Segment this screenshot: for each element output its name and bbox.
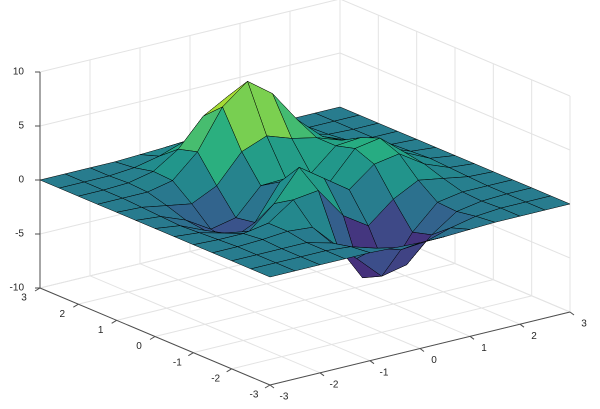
- tick-mark: [226, 368, 232, 373]
- tick-mark: [269, 384, 275, 389]
- x-tick-label: 1: [481, 343, 487, 354]
- tick-mark: [264, 384, 271, 389]
- z-tick-label: -5: [15, 229, 24, 240]
- tick-mark: [519, 323, 525, 328]
- grid-line: [341, 0, 571, 97]
- tick-mark: [419, 348, 425, 352]
- tick-mark: [188, 352, 194, 357]
- tick-mark: [149, 336, 156, 340]
- y-tick-label: 1: [98, 325, 104, 336]
- y-tick-label: -2: [211, 373, 220, 384]
- grid-line: [154, 263, 456, 337]
- y-tick-label: -1: [173, 357, 182, 368]
- tick-mark: [469, 335, 475, 340]
- grid-line: [39, 52, 341, 127]
- z-tick-label: -10: [10, 283, 25, 294]
- grid-line: [231, 295, 532, 370]
- z-tick-label: 5: [18, 121, 24, 132]
- tick-mark: [34, 287, 41, 292]
- grid-line: [339, 52, 571, 151]
- y-tick-label: 2: [60, 309, 66, 320]
- x-tick-label: -1: [380, 367, 389, 378]
- tick-mark: [319, 372, 325, 377]
- tick-mark: [111, 319, 117, 324]
- y-tick-label: -3: [250, 390, 259, 401]
- grid-line: [193, 279, 494, 354]
- x-tick-label: -3: [280, 392, 289, 403]
- x-tick-label: -2: [330, 379, 339, 390]
- x-tick-label: 0: [431, 355, 437, 366]
- y-tick-label: 3: [21, 293, 27, 304]
- x-tick-label: 3: [581, 319, 587, 330]
- tick-mark: [369, 360, 375, 365]
- tick-mark: [569, 311, 575, 316]
- tick-mark: [73, 303, 79, 308]
- surface-patch: [250, 262, 296, 278]
- grid-line: [39, 0, 339, 73]
- y-tick-label: 0: [136, 341, 142, 352]
- z-tick-label: 10: [13, 67, 25, 78]
- x-tick-label: 2: [531, 331, 537, 342]
- z-tick-label: 0: [18, 175, 24, 186]
